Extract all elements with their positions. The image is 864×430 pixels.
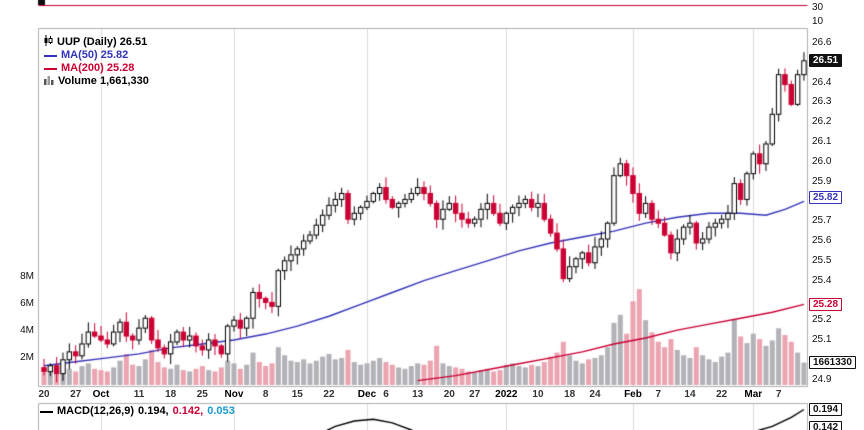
ma200-axis-box: 25.28 [809,298,843,311]
ma50-line-swatch [44,54,57,57]
macd-legend-label: MACD(12,26,9) [57,405,135,417]
macd-signal-value: 0.142, [172,405,204,417]
ma200-legend-label: MA(200) 25.28 [61,62,135,74]
macd-line-swatch [40,410,53,413]
chart-legend: UUP (Daily) 26.51 MA(50) 25.82 MA(200) 2… [44,35,149,89]
macd-value-axis-box: 0.194 [809,403,843,416]
upper-panel-tick-30: 30 [812,2,824,13]
macd-signal-axis-box: 0.142 [809,421,843,430]
symbol-title: UUP (Daily) 26.51 [57,36,148,48]
macd-legend: MACD(12,26,9) 0.194, 0.142, 0.053 [40,405,235,418]
ma50-legend-label: MA(50) 25.82 [61,49,129,61]
volume-legend-label: Volume 1,661,330 [58,75,149,87]
upper-panel-tick-10: 10 [812,16,824,27]
ma50-axis-box: 25.82 [809,191,843,204]
macd-hist-value: 0.053 [207,405,235,417]
ma200-line-swatch [44,67,57,70]
candlestick-icon [44,35,53,50]
last-price-axis-box: 26.51 [809,54,843,67]
volume-axis-box: 1661330 [809,356,856,369]
macd-value: 0.194, [138,405,169,417]
volume-bars-icon [44,75,54,89]
